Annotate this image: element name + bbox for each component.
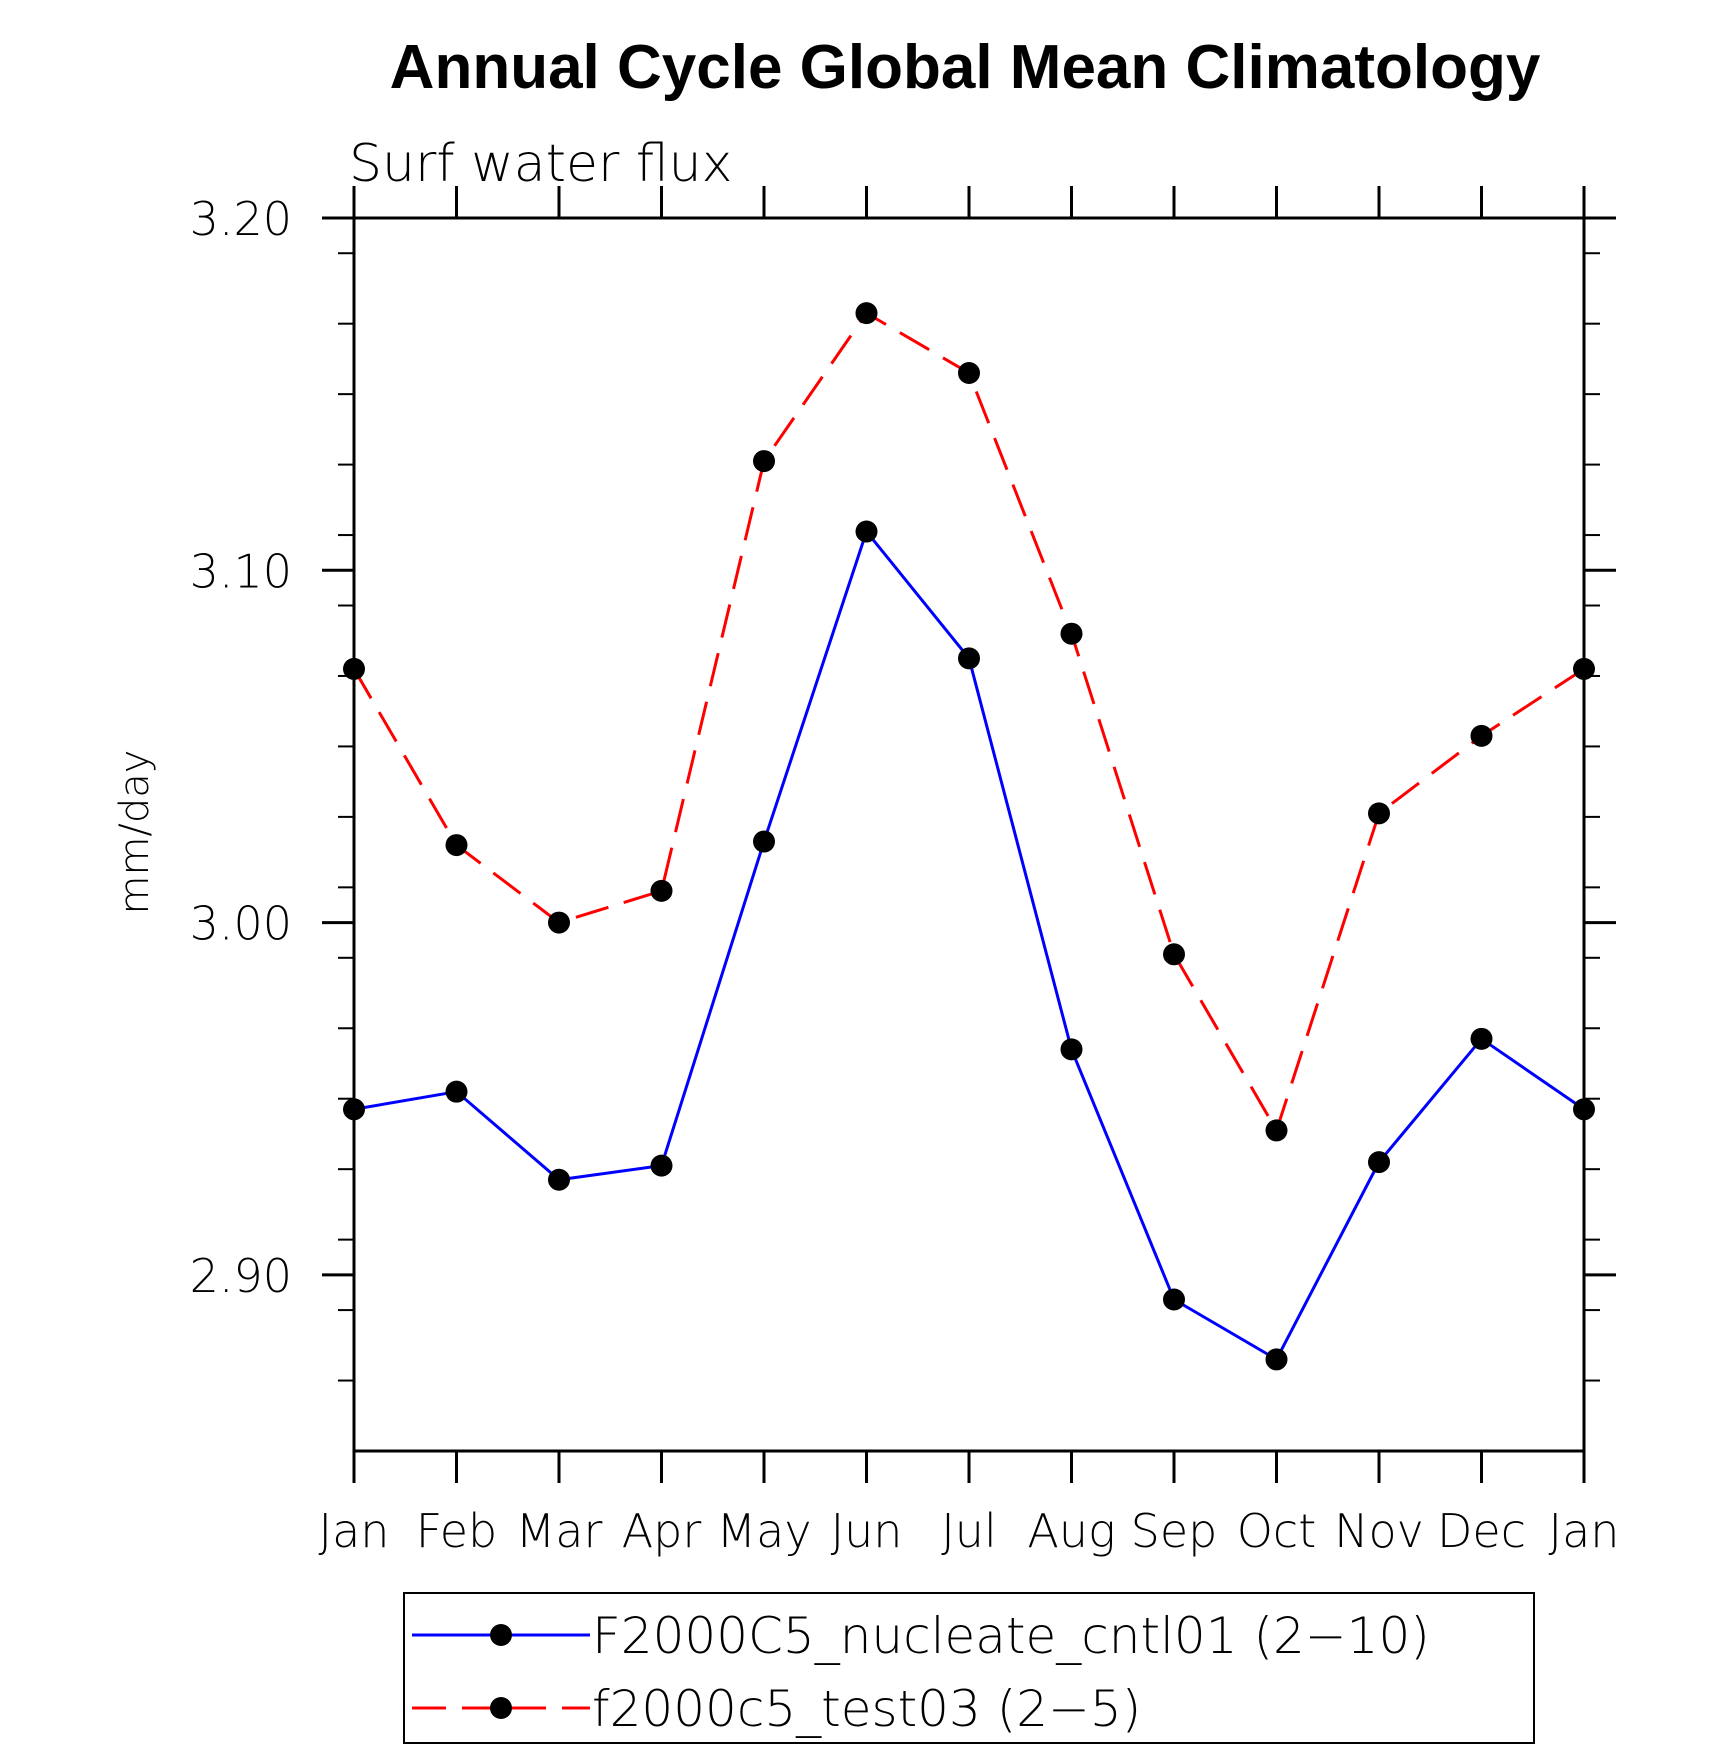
x-tick-label: Feb — [416, 1504, 497, 1558]
x-tick-label: Oct — [1237, 1504, 1317, 1558]
x-tick-label: Jan — [319, 1504, 390, 1558]
y-tick-label: 2.90 — [190, 1249, 292, 1303]
plot-frame — [352, 216, 1586, 1453]
legend-box — [403, 1592, 1535, 1744]
series-1-point — [1060, 1038, 1083, 1061]
x-tick-label: Dec — [1437, 1504, 1526, 1558]
y-axis-label: mm/day — [112, 750, 158, 915]
series-2-point — [1060, 622, 1083, 645]
chart-title: Annual Cycle Global Mean Climatology — [390, 33, 1541, 102]
legend: F2000C5_nucleate_cntl01 (2−10) f2000c5_te… — [403, 1592, 1535, 1744]
y-tick-label: 3.10 — [190, 544, 292, 598]
series-line-2 — [352, 311, 1585, 1135]
series-1-point — [445, 1080, 468, 1103]
series-1-point — [548, 1168, 570, 1191]
series-1-point — [650, 1154, 673, 1177]
x-tick-label: Nov — [1334, 1504, 1424, 1558]
x-tick-label: Aug — [1027, 1504, 1115, 1558]
series-2-point — [650, 879, 673, 902]
x-tick-label: May — [716, 1504, 811, 1558]
x-tick-label: Jan — [1549, 1504, 1620, 1558]
series-2-point — [753, 450, 775, 473]
chart-subtitle: Surf water flux — [349, 134, 732, 194]
series-1-point — [1573, 1098, 1595, 1121]
legend-marker-2 — [490, 1697, 512, 1719]
x-tick-label: Sep — [1131, 1504, 1218, 1558]
series-2-point — [548, 911, 570, 934]
series-2-point — [1573, 657, 1595, 680]
series-1-point — [343, 1098, 365, 1121]
series-1-point — [855, 520, 878, 543]
series-2-point — [855, 302, 878, 325]
series-2-point — [1470, 724, 1493, 747]
series-layer — [343, 302, 1595, 1371]
series-2-point — [343, 657, 365, 680]
series-1-point — [1368, 1151, 1390, 1174]
x-tick-label: Apr — [622, 1504, 702, 1558]
series-2-point — [1163, 943, 1185, 966]
axes: Jan Feb Mar Apr May Jun Jul Aug Sep Oct Nov Dec Jan 2… — [190, 186, 1620, 1558]
series-1-point — [1470, 1027, 1493, 1050]
series-1-point — [1265, 1348, 1288, 1371]
x-tick-label: Mar — [516, 1504, 603, 1558]
series-2-point — [1265, 1119, 1288, 1142]
x-tick-label: Jul — [941, 1504, 997, 1558]
series-2-point — [958, 362, 980, 385]
legend-label-1: F2000C5_nucleate_cntl01 (2−10) — [592, 1607, 1430, 1665]
series-2-point — [445, 834, 468, 857]
y-tick-label: 3.20 — [190, 192, 292, 246]
series-1-point — [958, 647, 980, 670]
y-tick-label: 3.00 — [190, 897, 292, 951]
series-1-point — [1163, 1288, 1185, 1311]
legend-label-2: f2000c5_test03 (2−5) — [592, 1680, 1141, 1738]
series-1-point — [753, 830, 775, 853]
series-2-point — [1368, 802, 1390, 825]
legend-marker-1 — [490, 1624, 512, 1646]
x-tick-label: Jun — [831, 1504, 903, 1558]
